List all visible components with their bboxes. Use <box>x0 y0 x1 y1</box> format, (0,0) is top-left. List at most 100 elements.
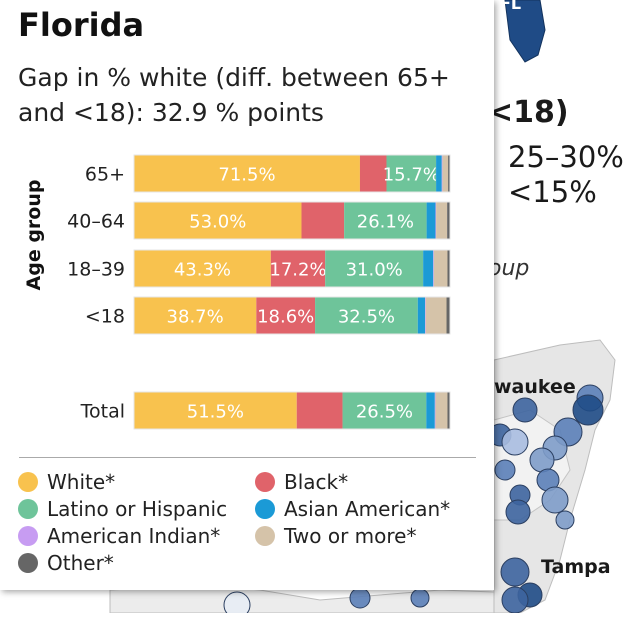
legend-label: Asian American* <box>284 497 451 521</box>
bar-segment[interactable] <box>436 202 448 239</box>
bar-segment[interactable] <box>134 297 257 334</box>
legend-swatch <box>18 472 38 492</box>
bar-segment[interactable] <box>359 155 387 192</box>
bar-segment[interactable] <box>301 202 345 239</box>
map-legend-item: <15% <box>508 175 597 209</box>
bars: 65+ 71.5% 15.7% 40–64 53.0% 26.1% 18–39 43.3% 17… <box>67 154 451 430</box>
city-bubble[interactable] <box>500 557 530 587</box>
card-title: Florida <box>18 6 145 44</box>
bar-segment[interactable] <box>344 202 427 239</box>
city-bubble[interactable] <box>223 591 251 618</box>
legend-item[interactable]: Black* <box>255 470 348 494</box>
legend-swatch <box>255 472 275 492</box>
city-bubble[interactable] <box>501 428 529 456</box>
legend-label: Two or more* <box>284 524 417 548</box>
legend-item[interactable]: Latino or Hispanic <box>18 497 227 521</box>
city-bubble[interactable] <box>501 586 529 614</box>
data-label: 32.5% <box>338 307 395 328</box>
legend-label: Black* <box>284 470 349 494</box>
city-bubble[interactable] <box>529 447 555 473</box>
legend-label: American Indian* <box>47 524 221 548</box>
bar-segment[interactable] <box>315 297 418 334</box>
legend-swatch <box>255 526 275 546</box>
legend-item[interactable]: Other* <box>18 551 114 575</box>
data-label: 38.7% <box>167 307 224 328</box>
data-label: 26.5% <box>356 402 413 423</box>
state-label: FL <box>500 0 522 13</box>
bar-segment[interactable] <box>134 202 302 239</box>
legend-swatch <box>18 553 38 573</box>
legend-swatch <box>18 526 38 546</box>
bar-segment[interactable] <box>256 297 316 334</box>
data-label: 53.0% <box>189 212 246 233</box>
legend-item[interactable]: Two or more* <box>255 524 416 548</box>
tooltip-card: Florida Gap in % white (diff. between 65… <box>18 6 488 575</box>
stacked-bar-chart: Age group 65+ 71.5% 15.7% 40–64 53.0% 26.1% 18… <box>23 154 451 430</box>
card-subtitle-line: Gap in % white (diff. between 65+ <box>18 63 450 92</box>
bar-segment[interactable] <box>342 392 427 429</box>
bar-outline <box>133 249 451 288</box>
legend-swatch <box>18 499 38 519</box>
city-bubbles <box>223 384 604 618</box>
data-label: 18.6% <box>257 307 314 328</box>
map-heading-fragment: <18) <box>488 95 569 130</box>
legend-label: Other* <box>47 551 114 575</box>
data-label: 15.7% <box>383 165 440 186</box>
bar-segment[interactable] <box>433 250 448 287</box>
bar-segment[interactable] <box>296 392 343 429</box>
legend-divider <box>19 457 476 458</box>
bar-segment[interactable] <box>447 250 450 287</box>
bar-segment[interactable] <box>446 297 450 334</box>
map-group-label: oup <box>488 256 530 281</box>
bar-outline <box>133 296 451 335</box>
bar-segment[interactable] <box>134 392 297 429</box>
city-label[interactable]: Tampa <box>541 556 611 578</box>
bar-segment[interactable] <box>134 250 271 287</box>
bar-outline <box>133 201 451 240</box>
city-bubble[interactable] <box>349 587 371 609</box>
bar-segment[interactable] <box>435 392 448 429</box>
bar-segment[interactable] <box>447 392 450 429</box>
city-bubble[interactable] <box>505 499 531 525</box>
category-label: 65+ <box>85 164 125 186</box>
bar-segment[interactable] <box>325 250 424 287</box>
card-subtitle: Gap in % white (diff. between 65+ and <1… <box>18 60 488 130</box>
city-bubble[interactable] <box>541 486 569 514</box>
bar-segment[interactable] <box>134 155 360 192</box>
city-bubble[interactable] <box>494 459 516 481</box>
bar-segment[interactable] <box>425 297 426 334</box>
city-bubble[interactable] <box>410 588 430 608</box>
map-legend-item: 25–30% <box>508 140 624 174</box>
legend-swatch <box>255 499 275 519</box>
data-label: 17.2% <box>269 260 326 281</box>
card-subtitle-line: and <18): 32.9 % points <box>18 98 324 127</box>
bar-segment[interactable] <box>426 392 435 429</box>
city-label[interactable]: waukee <box>494 376 576 398</box>
legend-item[interactable]: White* <box>18 470 115 494</box>
bar-segment[interactable] <box>417 297 426 334</box>
city-bubble[interactable] <box>572 394 604 426</box>
bar-segment[interactable] <box>433 250 434 287</box>
bar-segment[interactable] <box>435 202 437 239</box>
legend-item[interactable]: Asian American* <box>255 497 450 521</box>
data-label: 71.5% <box>218 165 275 186</box>
city-bubble[interactable] <box>555 510 575 530</box>
bar-segment[interactable] <box>270 250 326 287</box>
bar-segment[interactable] <box>447 202 450 239</box>
bar-segment[interactable] <box>442 155 449 192</box>
data-label: 51.5% <box>187 402 244 423</box>
bar-segment[interactable] <box>448 155 450 192</box>
legend-item[interactable]: American Indian* <box>18 524 220 548</box>
bar-segment[interactable] <box>425 297 447 334</box>
y-axis-label: Age group <box>23 180 45 291</box>
bar-segment[interactable] <box>386 155 437 192</box>
bar-segment[interactable] <box>434 392 436 429</box>
bar-segment[interactable] <box>426 202 436 239</box>
city-bubble[interactable] <box>512 397 538 423</box>
bar-segment[interactable] <box>436 155 442 192</box>
category-label: 18–39 <box>67 259 125 281</box>
bar-segment[interactable] <box>423 250 434 287</box>
bar-segment[interactable] <box>441 155 443 192</box>
